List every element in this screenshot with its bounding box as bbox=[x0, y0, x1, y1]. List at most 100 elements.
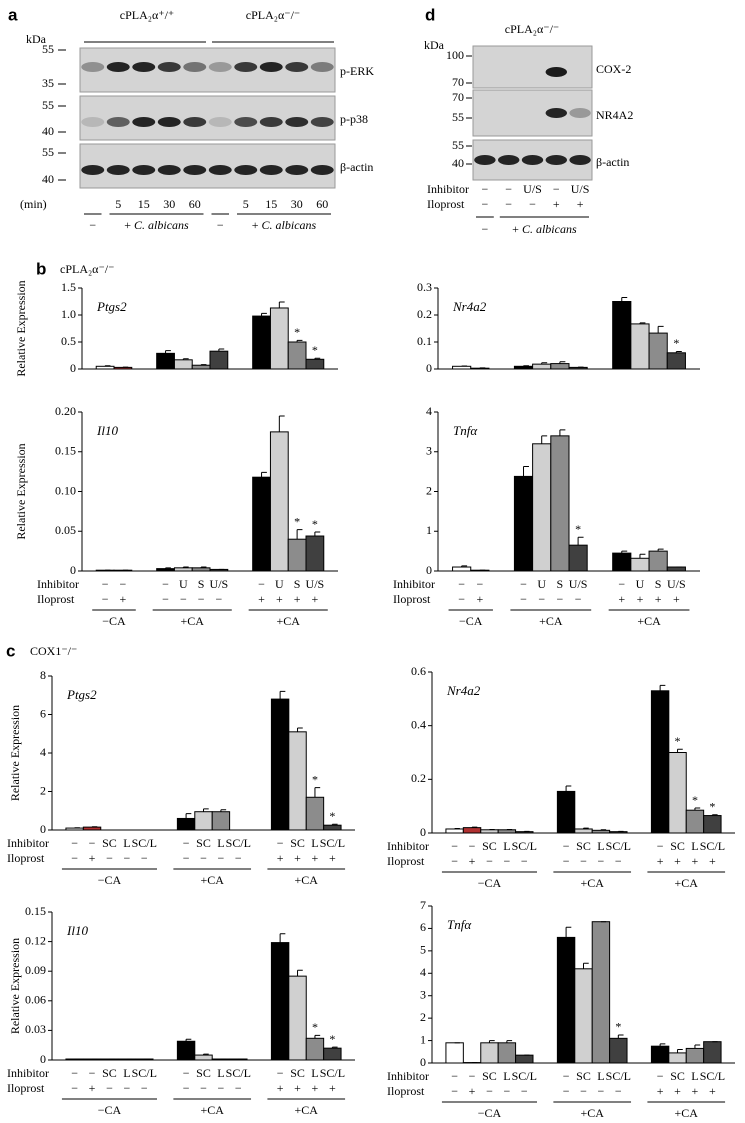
significance: * bbox=[615, 1020, 621, 1034]
error-bar bbox=[296, 339, 303, 342]
row-value: − bbox=[529, 197, 536, 211]
bar bbox=[305, 1037, 325, 1061]
bar bbox=[666, 566, 686, 572]
iloprost-label: − bbox=[200, 1081, 207, 1095]
error-bar bbox=[600, 829, 607, 831]
inhibitor-label: L bbox=[123, 836, 130, 850]
iloprost-label: − bbox=[123, 851, 130, 865]
iloprost-label: − bbox=[451, 1084, 458, 1098]
y-tick-label: 0.10 bbox=[55, 483, 76, 497]
bar bbox=[568, 544, 588, 572]
inhibitor-label: SC bbox=[482, 1069, 497, 1083]
kda-label: kDa bbox=[26, 32, 47, 46]
inhibitor-label: SC/L bbox=[132, 836, 157, 850]
error-bar bbox=[220, 809, 227, 812]
iloprost-label: − bbox=[180, 592, 187, 606]
inhibitor-label: SC/L bbox=[700, 1069, 725, 1083]
error-bar bbox=[261, 471, 267, 478]
inhibitor-label: SC/L bbox=[132, 1066, 157, 1080]
kda-marker: 70 bbox=[452, 75, 464, 89]
y-tick-label: 0 bbox=[420, 825, 426, 839]
kda-marker: 55 bbox=[452, 138, 464, 152]
bar bbox=[574, 968, 593, 1064]
group-label: −CA bbox=[459, 614, 483, 628]
error-bar bbox=[639, 553, 646, 559]
genotype-label: cPLA₂α⁻/⁻ bbox=[246, 8, 300, 22]
bar bbox=[550, 363, 570, 370]
kda-marker: 40 bbox=[42, 124, 54, 138]
inhibitor-label: SC/L bbox=[512, 1069, 537, 1083]
inhibitor-label: U/S bbox=[569, 577, 588, 591]
error-bar bbox=[278, 301, 285, 308]
kda-marker: 40 bbox=[42, 172, 54, 186]
significance: * bbox=[329, 809, 335, 823]
y-tick-label: 6 bbox=[420, 920, 426, 934]
bar bbox=[612, 301, 632, 370]
kda-marker: 70 bbox=[452, 90, 464, 104]
blot-strip bbox=[472, 89, 593, 137]
time: 5 bbox=[243, 197, 249, 211]
band bbox=[310, 117, 334, 127]
kda-label: kDa bbox=[424, 38, 445, 52]
y-tick-label: 3 bbox=[420, 987, 426, 1001]
iloprost-label: − bbox=[200, 851, 207, 865]
iloprost-label: + bbox=[674, 1084, 681, 1098]
inhibitor-label: S bbox=[294, 577, 301, 591]
iloprost-label: − bbox=[486, 1084, 493, 1098]
bar bbox=[288, 731, 307, 831]
row-value: − bbox=[505, 182, 512, 196]
band bbox=[81, 62, 105, 72]
organism: C. albicans bbox=[522, 222, 577, 236]
error-bar bbox=[278, 415, 285, 432]
error-bar bbox=[488, 1040, 495, 1043]
bar bbox=[480, 829, 499, 834]
inhibitor-label: SC bbox=[670, 839, 685, 853]
row-label: Iloprost bbox=[427, 197, 465, 211]
group-label: +CA bbox=[181, 614, 205, 628]
band bbox=[569, 155, 591, 165]
treatment: − bbox=[482, 222, 489, 236]
inhibitor-label: U/S bbox=[210, 577, 229, 591]
row-value: − bbox=[505, 197, 512, 211]
y-tick-label: 0.06 bbox=[25, 993, 46, 1007]
inhibitor-label: − bbox=[277, 1066, 284, 1080]
bar bbox=[194, 1054, 213, 1061]
treatment-sign: + bbox=[124, 218, 131, 232]
band bbox=[474, 155, 496, 165]
row-label: Inhibitor bbox=[37, 577, 79, 591]
inhibitor-label: L bbox=[691, 839, 698, 853]
bar bbox=[515, 1054, 534, 1064]
error-bar bbox=[331, 823, 338, 826]
time: 5 bbox=[115, 197, 121, 211]
iloprost-label: + bbox=[89, 1081, 96, 1095]
inhibitor-label: SC bbox=[482, 839, 497, 853]
bar bbox=[445, 828, 464, 834]
band bbox=[310, 165, 334, 175]
iloprost-label: − bbox=[71, 1081, 78, 1095]
error-bar bbox=[104, 365, 111, 367]
inhibitor-label: SC bbox=[196, 836, 211, 850]
iloprost-label: − bbox=[580, 854, 587, 868]
bar bbox=[609, 1037, 628, 1064]
iloprost-label: − bbox=[503, 1084, 510, 1098]
y-axis-label: Relative Expression bbox=[8, 938, 22, 1034]
bar bbox=[176, 1040, 196, 1061]
y-axis-label: Relative Expression bbox=[8, 705, 22, 801]
kda-marker: 55 bbox=[42, 145, 54, 159]
y-tick-label: 4 bbox=[420, 965, 426, 979]
bar bbox=[156, 568, 175, 572]
bar bbox=[269, 431, 289, 572]
error-bar bbox=[203, 808, 209, 812]
inhibitor-label: SC/L bbox=[320, 1066, 345, 1080]
inhibitor-label: SC bbox=[576, 839, 591, 853]
y-tick-label: 0.6 bbox=[411, 664, 426, 678]
treatment: + C. albicans bbox=[512, 222, 577, 236]
row-value: − bbox=[482, 182, 489, 196]
time: 30 bbox=[163, 197, 175, 211]
error-bar bbox=[541, 435, 548, 444]
iloprost-label: + bbox=[657, 1084, 664, 1098]
error-bar bbox=[694, 807, 701, 811]
bar bbox=[305, 535, 325, 572]
y-axis-label: Relative Expression bbox=[14, 280, 28, 376]
y-tick-label: 0.20 bbox=[55, 404, 76, 418]
